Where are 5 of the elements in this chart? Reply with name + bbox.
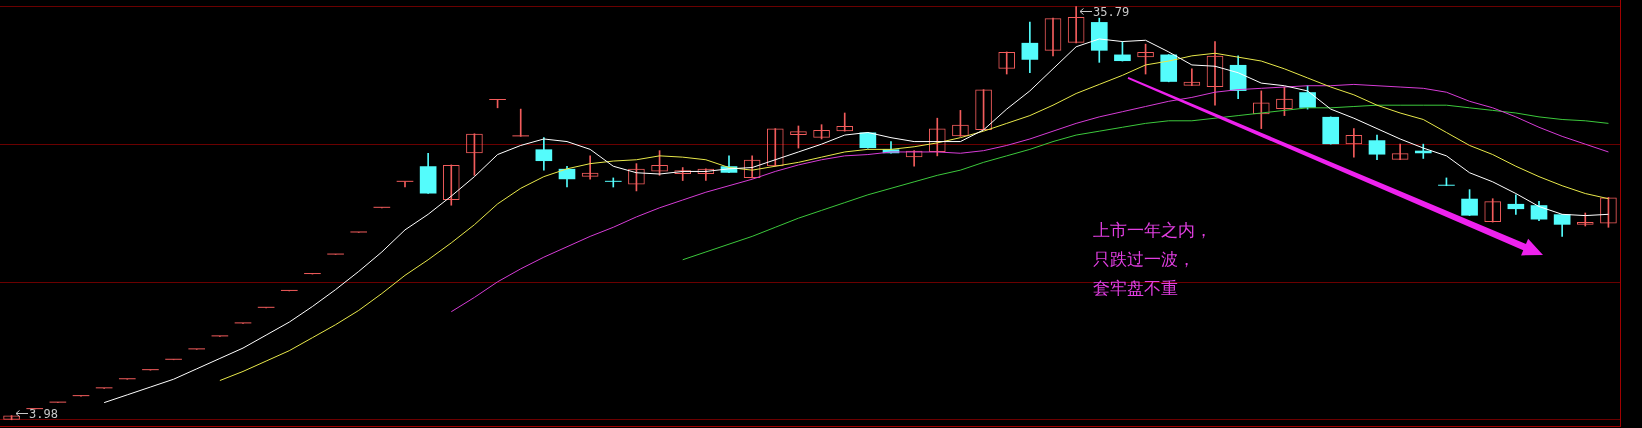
annotation: 上市一年之内， bbox=[1093, 220, 1212, 240]
annotation: 套牢盘不重 bbox=[1093, 278, 1179, 298]
annotation: 只跌过一波， bbox=[1093, 249, 1196, 269]
annotation: 3.98 bbox=[29, 407, 58, 421]
annotation: 35.79 bbox=[1093, 5, 1130, 19]
